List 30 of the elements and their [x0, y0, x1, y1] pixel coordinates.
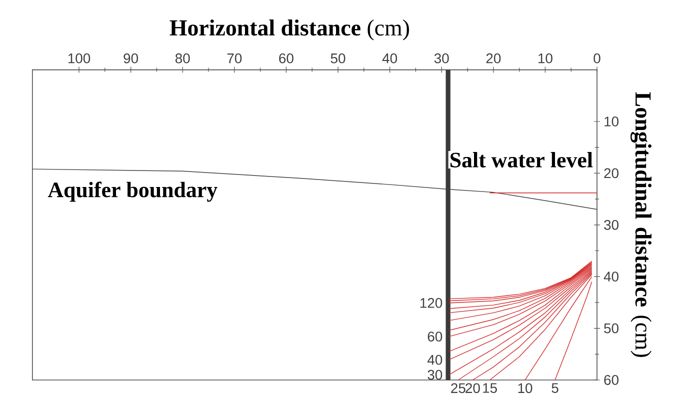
x-tick-label: 90 — [124, 53, 138, 64]
annotation: 25 — [451, 383, 466, 394]
y-axis-title: Longitudinal distance (cm) — [630, 92, 652, 357]
x-tick-label: 0 — [594, 53, 600, 64]
annotation: 40 — [427, 354, 442, 365]
y-tick-label: 50 — [604, 323, 618, 334]
annotation: 20 — [466, 383, 480, 394]
x-tick-label: 20 — [486, 53, 501, 64]
x-tick-label: 70 — [227, 53, 242, 64]
x-tick-label: 50 — [330, 53, 346, 64]
annotation: 10 — [518, 383, 532, 394]
y-tick-label: 20 — [604, 168, 618, 178]
x-tick-label: 30 — [434, 53, 449, 64]
annotation: Aquifer boundary — [48, 182, 218, 202]
annotation: 60 — [428, 332, 442, 342]
x-axis-title: Horizontal distance (cm) — [170, 19, 409, 40]
x-tick-label: 80 — [175, 53, 190, 64]
annotation: 120 — [420, 298, 442, 308]
y-tick-label: 30 — [604, 220, 618, 230]
annotation: 5 — [552, 383, 558, 393]
x-tick-label: 60 — [279, 53, 294, 64]
y-tick-label: 60 — [604, 375, 618, 385]
y-tick-label: 40 — [604, 272, 618, 282]
x-tick-label: 40 — [382, 53, 398, 64]
annotation: 30 — [428, 370, 442, 380]
annotation: 15 — [483, 383, 497, 393]
x-tick-label: 100 — [68, 53, 90, 64]
annotation: Salt water level — [450, 152, 593, 168]
x-tick-label: 10 — [538, 53, 552, 64]
y-tick-label: 10 — [604, 116, 618, 126]
